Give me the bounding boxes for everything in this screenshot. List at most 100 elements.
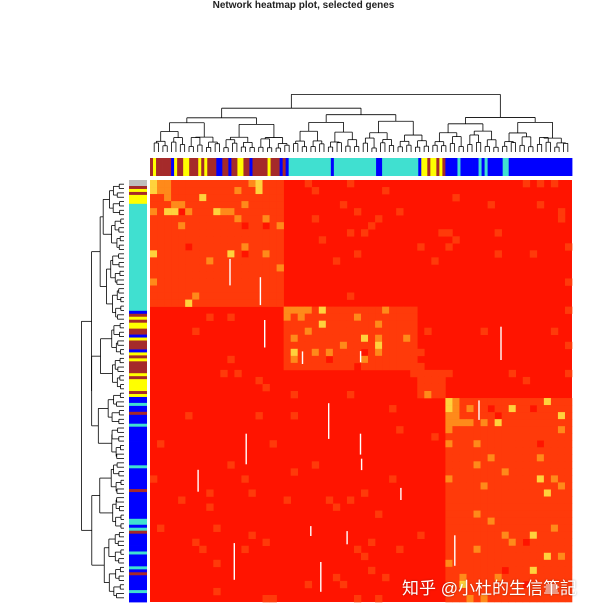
heatmap-cell (529, 566, 538, 575)
heatmap-cell (318, 362, 327, 371)
heatmap-cell (297, 327, 306, 336)
heatmap-cell (452, 552, 460, 561)
heatmap-cell (459, 433, 467, 441)
heatmap-cell (382, 362, 390, 371)
heatmap-cell (410, 369, 418, 378)
heatmap-cell (494, 496, 502, 504)
heatmap-cell (213, 243, 221, 251)
module-bar-segment (433, 158, 437, 176)
module-bar-segment (469, 158, 473, 176)
heatmap-cell (466, 489, 474, 497)
module-bar-segment (376, 158, 380, 176)
module-bar-segment (463, 158, 467, 176)
heatmap-cell (564, 545, 573, 554)
heatmap-cell (410, 327, 418, 336)
heatmap-cell (234, 264, 242, 272)
heatmap-cell (241, 208, 249, 216)
module-bar-segment (129, 447, 147, 451)
heatmap-cell (199, 208, 207, 216)
heatmap-cell (241, 292, 249, 300)
heatmap-cell (150, 250, 158, 258)
heatmap-cell (487, 489, 495, 497)
module-bar-segment (219, 158, 223, 176)
heatmap-cell (445, 229, 453, 237)
heatmap-cell (543, 510, 552, 518)
heatmap-cell (410, 313, 418, 321)
heatmap-cell (424, 391, 432, 399)
heatmap-cell (501, 468, 509, 476)
heatmap-cell (550, 580, 559, 589)
heatmap-cell (445, 243, 453, 251)
heatmap-cell (445, 461, 453, 469)
heatmap-cell (389, 313, 397, 321)
heatmap-cell (508, 489, 517, 497)
heatmap-cell (361, 355, 369, 364)
heatmap-cell (445, 573, 453, 582)
heatmap-cell (283, 306, 291, 314)
module-bar-segment (129, 346, 147, 350)
heatmap-cell (262, 299, 270, 307)
heatmap-cell (515, 587, 524, 596)
module-bar-segment (324, 158, 329, 176)
heatmap-cell (445, 412, 453, 420)
module-bar-segment (129, 518, 147, 523)
heatmap-cell (171, 201, 179, 209)
heatmap-cell (290, 313, 298, 321)
heatmap-cell (396, 334, 404, 343)
heatmap-cell (487, 440, 495, 448)
heatmap-cell (438, 369, 446, 378)
heatmap-cell (382, 187, 390, 195)
heatmap-cell (550, 531, 559, 539)
heatmap-cell (536, 545, 545, 554)
module-bar-segment (427, 158, 431, 176)
module-bar-segment (129, 197, 147, 202)
heatmap-cell (550, 489, 559, 497)
heatmap-cell (473, 524, 481, 532)
heatmap-cell (234, 229, 242, 237)
heatmap-cell (213, 180, 221, 188)
heatmap-cell (564, 517, 573, 525)
module-bar-segment (129, 188, 147, 193)
heatmap-cell (508, 468, 517, 476)
heatmap-cell (515, 503, 524, 511)
heatmap-cell (213, 292, 221, 300)
heatmap-cell (185, 250, 193, 258)
module-bar-segment (129, 343, 147, 347)
heatmap-cell (346, 496, 355, 504)
heatmap-cell (515, 517, 524, 525)
heatmap-cell (283, 313, 291, 321)
module-bar-segment (457, 158, 461, 176)
heatmap-cell (346, 313, 355, 321)
heatmap-cell (557, 580, 566, 589)
heatmap-cell (283, 341, 291, 350)
heatmap-cell (522, 419, 531, 427)
heatmap-cell (445, 552, 453, 561)
module-bar-segment (472, 158, 476, 176)
heatmap-cell (164, 250, 172, 258)
heatmap-cell (227, 313, 235, 321)
heatmap-cell (487, 398, 495, 406)
module-bar-segment (129, 224, 147, 228)
module-bar-segment (559, 158, 564, 176)
heatmap-cell (403, 341, 411, 350)
heatmap-cell (550, 405, 559, 413)
heatmap-cell (543, 482, 552, 490)
heatmap-cell (375, 348, 383, 357)
heatmap-cell (536, 180, 545, 188)
module-bar-segment (255, 158, 259, 176)
heatmap-cell (192, 222, 200, 230)
heatmap-cell (501, 447, 509, 455)
heatmap-cell (311, 461, 320, 469)
heatmap-cell (178, 215, 186, 223)
module-bar-segment (264, 158, 268, 176)
heatmap-cell (290, 334, 298, 343)
heatmap-cell (290, 306, 298, 314)
heatmap-cell (522, 426, 531, 434)
heatmap-cell (564, 496, 573, 504)
module-bar-segment (129, 399, 147, 404)
heatmap-cell (382, 320, 390, 328)
heatmap-cell (445, 468, 453, 476)
heatmap-cell (564, 419, 573, 427)
heatmap-cell (452, 594, 460, 603)
heatmap-cell (199, 243, 207, 251)
